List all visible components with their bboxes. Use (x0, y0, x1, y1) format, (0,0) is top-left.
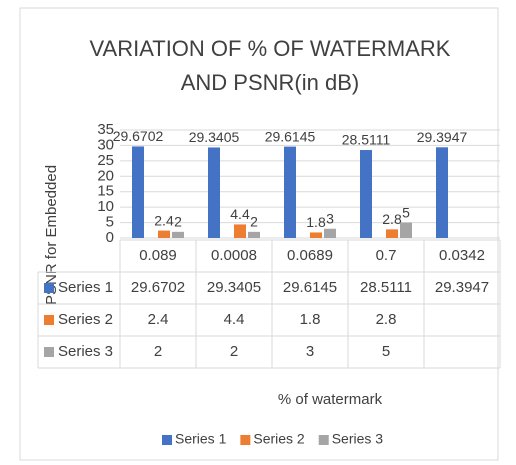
bar (400, 222, 412, 238)
bar (158, 230, 170, 238)
legend-key (240, 435, 251, 445)
chart-title: AND PSNR(in dB) (181, 70, 359, 95)
bar (132, 146, 144, 238)
data-label: 2.4 (154, 212, 174, 228)
x-tick-label: 0.0008 (211, 247, 257, 264)
x-tick-label: 0.7 (376, 247, 397, 264)
x-tick-label: 0.0689 (287, 247, 333, 264)
legend-key (318, 435, 329, 445)
table-cell: 29.6145 (283, 279, 337, 296)
legend-key (44, 283, 54, 293)
table-cell: 5 (382, 343, 390, 360)
legend-label: Series 3 (332, 431, 384, 447)
legend-key (44, 315, 54, 325)
data-label: 3 (326, 210, 334, 226)
data-label: 28.5111 (342, 132, 391, 148)
bar (234, 224, 246, 238)
data-label: 2 (174, 214, 182, 230)
data-label: 5 (402, 204, 410, 220)
y-tick-label: 0 (106, 229, 114, 246)
data-label: 1.8 (306, 214, 326, 230)
bar (284, 146, 296, 238)
bar (248, 231, 260, 238)
table-row-label: Series 1 (58, 279, 113, 296)
y-tick-label: 25 (97, 152, 114, 169)
legend-label: Series 2 (253, 431, 305, 447)
y-tick-label: 35 (97, 121, 114, 138)
table-cell: 28.5111 (360, 279, 412, 296)
chart-title: VARIATION OF % OF WATERMARK (90, 36, 451, 61)
table-cell: 2 (154, 343, 162, 360)
y-tick-label: 10 (97, 198, 114, 215)
table-cell: 29.3947 (435, 279, 489, 296)
y-tick-label: 30 (97, 136, 114, 153)
table-cell: 1.8 (300, 311, 321, 328)
table-cell: 4.4 (224, 311, 245, 328)
bar (172, 231, 184, 238)
table-cell: 29.6702 (131, 279, 185, 296)
table-row-label: Series 2 (58, 311, 113, 328)
data-label: 4.4 (230, 206, 250, 222)
table-cell: 2.8 (376, 311, 397, 328)
data-label: 29.6145 (265, 128, 316, 144)
table-cell: 3 (306, 343, 314, 360)
data-label: 29.3947 (417, 129, 468, 145)
bar (208, 147, 220, 238)
y-tick-label: 15 (97, 183, 114, 200)
bar (386, 229, 398, 238)
x-tick-label: 0.089 (139, 247, 177, 264)
table-cell: 2.4 (148, 311, 169, 328)
data-label: 2.8 (382, 211, 402, 227)
bar (324, 228, 336, 238)
legend-key (44, 347, 54, 357)
table-cell: 2 (230, 343, 238, 360)
bar (360, 150, 372, 238)
legend-key (162, 435, 172, 445)
x-tick-label: 0.0342 (439, 247, 485, 264)
table-row-label: Series 3 (58, 343, 113, 360)
bar (310, 232, 322, 238)
data-label: 2 (250, 214, 258, 230)
x-axis-title: % of watermark (278, 391, 383, 408)
y-tick-label: 5 (106, 214, 114, 231)
data-label: 29.3405 (189, 129, 240, 145)
table-cell: 29.3405 (207, 279, 261, 296)
data-label: 29.6702 (113, 128, 164, 144)
legend-label: Series 1 (175, 431, 227, 447)
y-tick-label: 20 (97, 167, 114, 184)
y-axis-title: PSNR for Embedded (43, 165, 60, 305)
bar (436, 147, 448, 238)
